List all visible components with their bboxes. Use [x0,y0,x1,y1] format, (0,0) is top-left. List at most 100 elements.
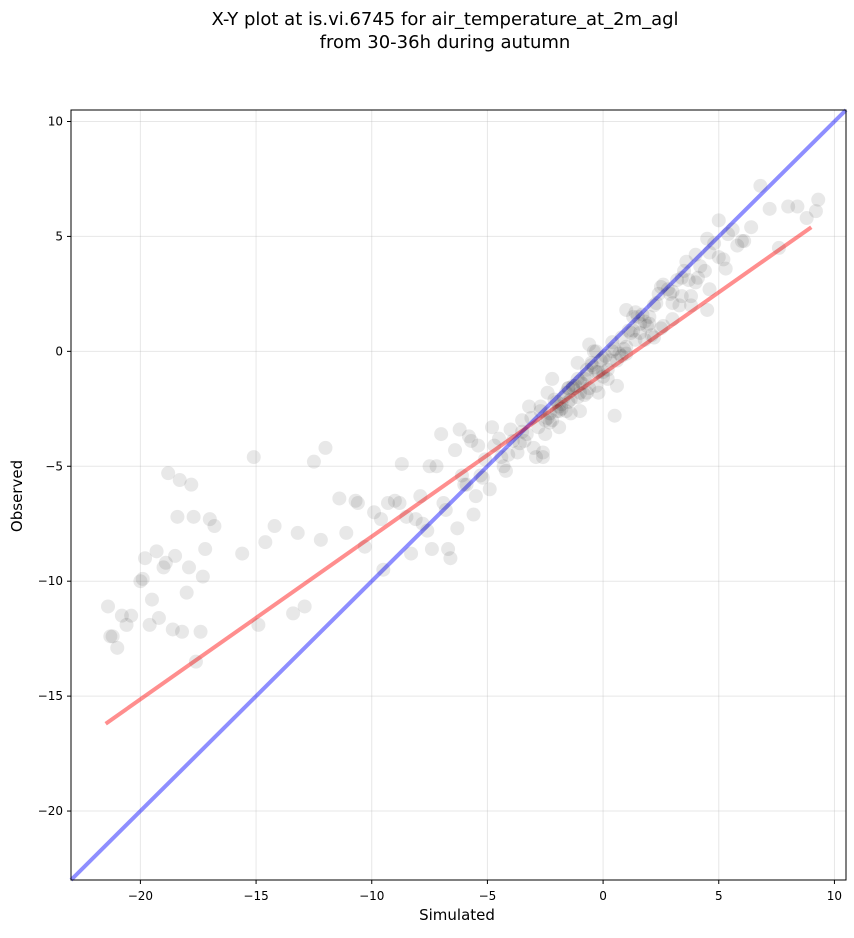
data-point [616,342,631,357]
y-tick-label: 5 [55,229,63,243]
data-point [195,569,210,584]
data-point [572,385,587,400]
data-point [566,381,581,396]
data-point [332,491,347,506]
data-point [575,376,590,391]
data-point [614,348,629,363]
data-point [589,378,604,393]
data-point [103,629,118,644]
regression-line [104,225,813,726]
data-point [286,606,301,621]
data-point [672,298,687,313]
data-point [380,496,395,511]
data-point [538,413,553,428]
data-point [725,222,740,237]
data-point [549,404,564,419]
data-point [101,599,116,614]
data-point [542,406,557,421]
data-point [679,254,694,269]
data-point [466,507,481,522]
data-point [487,438,502,453]
data-point [429,459,444,474]
data-point [545,371,560,386]
data-point [188,654,203,669]
data-point [734,234,749,249]
data-point [572,374,587,389]
data-point [367,505,382,520]
data-point [561,381,576,396]
data-point [577,388,592,403]
data-point [202,512,217,527]
data-point [630,309,645,324]
data-point [653,321,668,336]
data-point [771,240,786,255]
data-point [422,459,437,474]
data-point [688,247,703,262]
data-point [584,358,599,373]
x-tick-label: −10 [359,889,384,903]
data-point [674,270,689,285]
data-point [626,323,641,338]
y-tick-label: −5 [45,459,63,473]
data-point [144,592,159,607]
data-point [633,325,648,340]
reference-lines [69,108,848,882]
x-tick-label: 10 [827,889,842,903]
data-point [665,296,680,311]
data-point [628,305,643,320]
data-point [690,270,705,285]
data-point [542,415,557,430]
data-point [457,477,472,492]
data-point [589,365,604,380]
data-point [670,273,685,288]
regression-line-overlay [104,225,813,726]
data-point [105,629,120,644]
data-point [554,401,569,416]
data-point [649,296,664,311]
data-point [522,399,537,414]
data-point [579,385,594,400]
data-point [198,542,213,557]
data-point [438,502,453,517]
data-point [603,353,618,368]
data-point [737,234,752,249]
data-point [357,539,372,554]
data-point [600,371,615,386]
data-point [591,385,606,400]
data-point [399,509,414,524]
data-point [633,316,648,331]
identity-line [69,108,848,882]
data-point [570,371,585,386]
data-point [651,286,666,301]
data-point [452,422,467,437]
plot-frame [70,109,847,881]
data-point [119,617,134,632]
data-point [637,314,652,329]
data-point [684,298,698,313]
data-point [644,328,659,343]
data-point [461,429,476,444]
data-point [718,261,733,276]
data-point [290,525,305,540]
data-point [568,378,583,393]
data-point [561,394,576,409]
data-point [251,617,266,632]
data-point [404,546,419,561]
data-point [711,250,726,265]
data-point [142,617,157,632]
data-point [547,392,562,407]
data-point [612,346,627,361]
data-point [485,420,500,435]
data-point [656,277,671,292]
data-point [420,523,435,538]
data-point [348,493,363,508]
data-point [450,521,465,536]
data-point [306,454,321,469]
y-tick-label: −15 [38,689,63,703]
data-point [339,525,354,540]
data-point [533,399,548,414]
data-point [436,496,451,511]
data-point [609,353,624,368]
chart-subtitle: from 30-36h during autumn [320,32,571,53]
data-point [614,330,629,345]
